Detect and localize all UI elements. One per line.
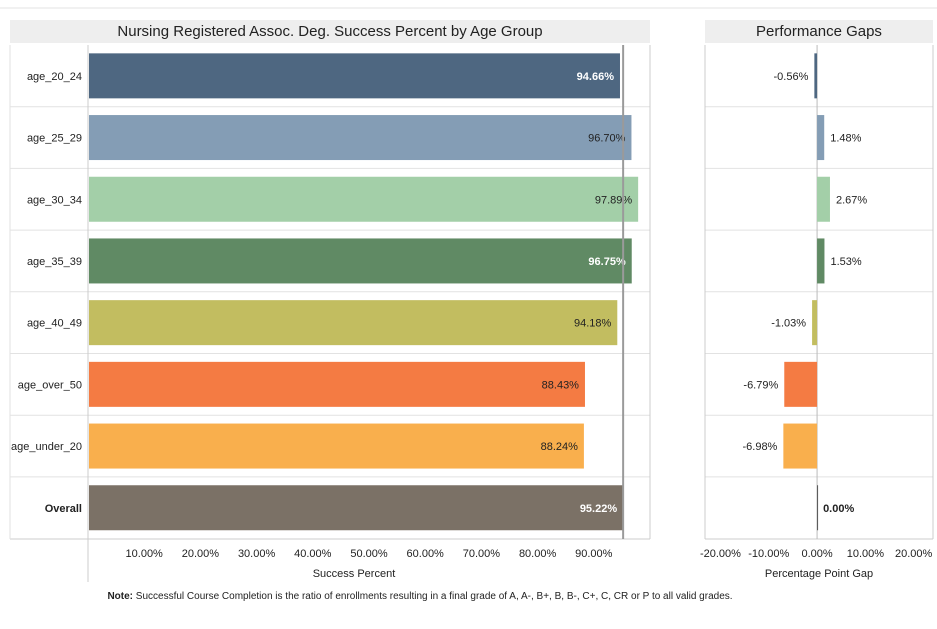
gaps-chart-title: Performance Gaps <box>705 20 933 43</box>
category-label: age_over_50 <box>18 379 82 391</box>
bar-value-label: 94.66% <box>577 71 615 83</box>
main-chart-title: Nursing Registered Assoc. Deg. Success P… <box>10 20 650 43</box>
gap-bar <box>784 361 818 407</box>
bar-value-label: 96.75% <box>588 256 626 268</box>
bar-value-label: 95.22% <box>580 503 618 515</box>
x-tick-label: 80.00% <box>519 548 557 560</box>
category-label: age_30_34 <box>27 194 82 206</box>
bar-value-label: 94.18% <box>574 318 612 330</box>
category-label: age_40_49 <box>27 318 82 330</box>
footnote-label: Note: <box>107 591 133 602</box>
x-tick-label: 50.00% <box>350 548 388 560</box>
x-axis-label: Success Percent <box>313 568 396 580</box>
bar <box>89 423 584 469</box>
category-label: age_25_29 <box>27 133 82 145</box>
category-label: age_35_39 <box>27 256 82 268</box>
gap-tick-label: 10.00% <box>847 548 885 560</box>
bar-value-label: 88.43% <box>542 379 580 391</box>
gap-value-label: 1.48% <box>830 133 861 145</box>
gap-value-label: -0.56% <box>774 71 809 83</box>
gap-bar <box>817 176 830 222</box>
gap-value-label: 0.00% <box>823 503 854 515</box>
bar <box>89 361 585 407</box>
bar <box>89 115 632 161</box>
gap-tick-label: 20.00% <box>895 548 933 560</box>
gap-bar <box>817 485 819 531</box>
bar <box>89 485 624 531</box>
x-tick-label: 10.00% <box>126 548 164 560</box>
x-tick-label: 40.00% <box>294 548 332 560</box>
category-label: age_under_20 <box>11 441 82 453</box>
gap-bar <box>817 115 825 161</box>
gap-value-label: 1.53% <box>830 256 861 268</box>
gap-bar <box>812 300 818 346</box>
bar-value-label: 88.24% <box>541 441 579 453</box>
gap-bar <box>783 423 818 469</box>
x-tick-label: 90.00% <box>575 548 613 560</box>
gap-axis-label: Percentage Point Gap <box>765 568 873 580</box>
x-tick-label: 20.00% <box>182 548 220 560</box>
bar <box>89 238 632 284</box>
x-tick-label: 60.00% <box>407 548 445 560</box>
bar <box>89 300 618 346</box>
gap-tick-label: -20.00% <box>700 548 741 560</box>
gap-bar <box>817 238 825 284</box>
footnote: Note: Successful Course Completion is th… <box>95 591 745 603</box>
x-tick-label: 70.00% <box>463 548 501 560</box>
gap-value-label: -6.79% <box>743 379 778 391</box>
gap-value-label: 2.67% <box>836 194 867 206</box>
category-label: age_20_24 <box>27 71 82 83</box>
bar <box>89 53 620 99</box>
footnote-text: Successful Course Completion is the rati… <box>133 591 733 602</box>
gap-value-label: -6.98% <box>742 441 777 453</box>
gap-bar <box>814 53 818 99</box>
gap-tick-label: -10.00% <box>748 548 789 560</box>
bar <box>89 176 639 222</box>
x-tick-label: 30.00% <box>238 548 276 560</box>
bar-value-label: 97.89% <box>595 194 633 206</box>
bar-value-label: 96.70% <box>588 133 626 145</box>
category-label: Overall <box>45 503 82 515</box>
gap-tick-label: 0.00% <box>801 548 832 560</box>
gap-value-label: -1.03% <box>771 318 806 330</box>
